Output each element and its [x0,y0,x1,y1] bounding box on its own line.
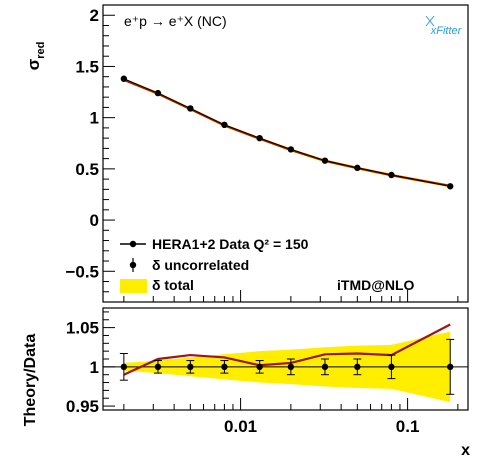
main-y-axis-label: σred [24,42,47,71]
svg-text:σred: σred [24,42,47,71]
main-plot-frame [102,4,469,303]
svg-text:xFitter: xFitter [430,25,463,37]
ratio-y-axis-label: Theory/Data [22,334,39,427]
ratio-data-point [321,363,329,371]
data-point [221,121,228,129]
ratio-ytick-label: 1 [90,358,99,377]
ratio-data-point [256,363,263,371]
data-points-main [120,75,454,190]
data-point [120,75,128,82]
ratio-data-point [120,363,128,371]
process-annotation: e⁺p → e⁺X (NC) [124,13,227,29]
main-ytick-label: 1.5 [75,57,99,76]
data-point [321,157,329,164]
data-point [388,171,395,179]
theory-line-ratio [123,323,451,376]
theory-curve-ratio [123,323,451,376]
svg-text:δ uncorrelated: δ uncorrelated [152,257,249,273]
ratio-data-point [354,363,361,371]
main-ytick-label: −0.5 [65,262,99,281]
data-point [187,105,194,112]
ratio-data-point [187,363,194,371]
data-point [354,164,361,172]
ratio-xtick-label: 0.01 [224,417,257,436]
data-point [287,146,295,153]
main-y-ticks: 2 1.5 1 0.5 0 −0.5 [65,6,115,303]
theory-curve-main [123,78,451,188]
x-axis-label: x [461,442,470,459]
ratio-data-point [287,363,295,371]
ratio-ytick-label: 1.05 [66,319,99,338]
theory-line-main [123,78,451,188]
data-points-ratio [119,338,455,395]
ratio-data-point [388,363,395,371]
xfitter-logo: xFitter [425,15,463,37]
data-connector-main [123,78,451,187]
legend: HERA1+2 Data Q² = 150 δ uncorrelated δ t… [120,236,309,293]
main-ytick-label: 2 [90,6,99,25]
legend-entry-uncorrelated: δ uncorrelated [129,257,249,273]
main-band-area [123,78,451,188]
logo-star-icon [425,15,435,27]
legend-entry-total: δ total [120,277,194,293]
ratio-data-point [221,363,228,371]
legend-entry-data: HERA1+2 Data Q² = 150 [120,236,309,252]
ratio-xtick-label: 0.1 [396,417,420,436]
data-point [256,134,263,142]
data-point [447,183,454,190]
svg-text:δ total: δ total [152,277,194,293]
svg-text:HERA1+2 Data Q² = 150: HERA1+2 Data Q² = 150 [152,236,309,252]
main-ytick-label: 0 [90,211,99,230]
data-point [154,89,162,97]
main-ytick-label: 0.5 [75,160,99,179]
model-label: iTMD@NLO [337,277,415,293]
ratio-x-ticks: 0.01 0.1 [123,398,459,436]
ratio-data-point [447,363,454,371]
main-ytick-label: 1 [90,109,99,128]
total-uncertainty-band-main [123,78,451,188]
main-x-ticks [123,290,459,302]
ratio-ytick-label: 0.95 [66,397,99,416]
ratio-y-ticks: 1.05 1 0.95 [66,311,115,416]
ratio-data-point [154,363,162,371]
